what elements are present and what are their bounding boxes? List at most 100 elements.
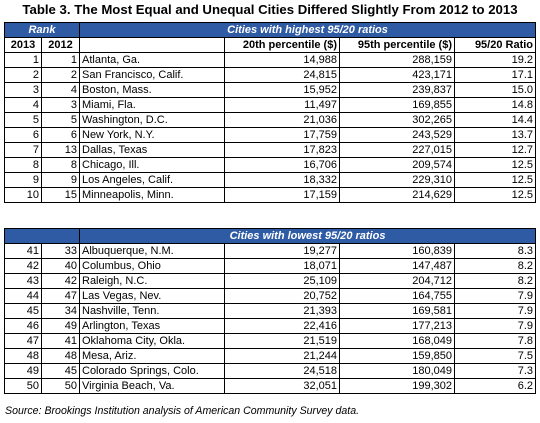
rank-2013: 7	[4, 142, 42, 158]
p20-value: 18,332	[224, 172, 340, 188]
rank-2012: 9	[41, 172, 80, 188]
p20-value: 14,988	[224, 52, 340, 68]
rank-2012: 3	[41, 97, 80, 113]
city-name: Raleigh, N.C.	[79, 273, 225, 289]
table-row: 1 1 Atlanta, Ga. 14,988 288,159 19.2	[4, 52, 537, 68]
rank-2012: 34	[41, 303, 80, 319]
ratio-value: 13.7	[453, 127, 537, 143]
city-name: Dallas, Texas	[79, 142, 225, 158]
ratio-value: 12.5	[453, 157, 537, 173]
p20-value: 25,109	[224, 273, 340, 289]
city-name: Las Vegas, Nev.	[79, 288, 225, 304]
city-name: New York, N.Y.	[79, 127, 225, 143]
p95-value: 209,574	[339, 157, 455, 173]
table-row: 46 49 Arlington, Texas 22,416 177,213 7.9	[4, 318, 537, 334]
lowest-table-body: Cities with lowest 95/20 ratios 41 33 Albu…	[4, 228, 537, 394]
p20-value: 19,277	[224, 243, 340, 259]
ratio-value: 7.9	[453, 288, 537, 304]
p20-value: 21,244	[224, 348, 340, 364]
table-row: 8 8 Chicago, Ill. 16,706 209,574 12.5	[4, 157, 537, 173]
col-header-2013: 2013	[4, 37, 42, 53]
rank-2013: 8	[4, 157, 42, 173]
rank-2012: 42	[41, 273, 80, 289]
rank-2013: 45	[4, 303, 42, 319]
city-name: Boston, Mass.	[79, 82, 225, 98]
p95-value: 169,581	[339, 303, 455, 319]
rank-2012: 13	[41, 142, 80, 158]
rank-2013: 47	[4, 333, 42, 349]
city-name: Minneapolis, Minn.	[79, 187, 225, 203]
table-row: 48 48 Mesa, Ariz. 21,244 159,850 7.5	[4, 348, 537, 364]
p95-value: 169,855	[339, 97, 455, 113]
rank-2013: 49	[4, 363, 42, 379]
city-name: Nashville, Tenn.	[79, 303, 225, 319]
rank-2012: 4	[41, 82, 80, 98]
ratio-value: 19.2	[453, 52, 537, 68]
table-row: 7 13 Dallas, Texas 17,823 227,015 12.7	[4, 142, 537, 158]
ratio-value: 12.5	[453, 187, 537, 203]
rank-2013: 1	[4, 52, 42, 68]
rank-2013: 3	[4, 82, 42, 98]
city-name: Columbus, Ohio	[79, 258, 225, 274]
rank-2012: 41	[41, 333, 80, 349]
city-name: Colorado Springs, Colo.	[79, 363, 225, 379]
city-name: Los Angeles, Calif.	[79, 172, 225, 188]
rank-2013: 5	[4, 112, 42, 128]
ratio-value: 12.7	[453, 142, 537, 158]
p95-value: 214,629	[339, 187, 455, 203]
table-row: 44 47 Las Vegas, Nev. 20,752 164,755 7.9	[4, 288, 537, 304]
rank-2012: 49	[41, 318, 80, 334]
rank-2012: 5	[41, 112, 80, 128]
p95-value: 164,755	[339, 288, 455, 304]
city-name: Washington, D.C.	[79, 112, 225, 128]
p20-value: 17,159	[224, 187, 340, 203]
table-row: 2 2 San Francisco, Calif. 24,815 423,171 17.1	[4, 67, 537, 83]
p95-value: 302,265	[339, 112, 455, 128]
rank-header: Rank	[4, 22, 80, 38]
rank-2013: 48	[4, 348, 42, 364]
ratio-value: 7.3	[453, 363, 537, 379]
rank-2013: 44	[4, 288, 42, 304]
p95-value: 159,850	[339, 348, 455, 364]
rank-2013: 43	[4, 273, 42, 289]
rank-2013: 46	[4, 318, 42, 334]
lowest-band-row: Cities with lowest 95/20 ratios	[4, 228, 537, 244]
p20-value: 16,706	[224, 157, 340, 173]
rank-2013: 10	[4, 187, 42, 203]
section-header-highest: Cities with highest 95/20 ratios	[78, 22, 537, 38]
ratio-value: 14.8	[453, 97, 537, 113]
p20-value: 11,497	[224, 97, 340, 113]
p95-value: 199,302	[339, 378, 455, 394]
p95-value: 204,712	[339, 273, 455, 289]
p20-value: 15,952	[224, 82, 340, 98]
rank-2012: 47	[41, 288, 80, 304]
table-row: 50 50 Virginia Beach, Va. 32,051 199,302 6.2	[4, 378, 537, 394]
ratio-value: 7.5	[453, 348, 537, 364]
ratio-value: 7.9	[453, 318, 537, 334]
table-row: 47 41 Oklahoma City, Okla. 21,519 168,049 7.8	[4, 333, 537, 349]
p95-value: 180,049	[339, 363, 455, 379]
rank-2012: 48	[41, 348, 80, 364]
ratio-value: 6.2	[453, 378, 537, 394]
col-header-2012: 2012	[41, 37, 80, 53]
section-header-lowest: Cities with lowest 95/20 ratios	[78, 228, 537, 244]
table-title: Table 3. The Most Equal and Unequal Citi…	[22, 2, 518, 17]
city-name: San Francisco, Calif.	[79, 67, 225, 83]
city-name: Virginia Beach, Va.	[79, 378, 225, 394]
ratio-value: 7.9	[453, 303, 537, 319]
p95-value: 239,837	[339, 82, 455, 98]
ratio-value: 8.2	[453, 258, 537, 274]
p20-value: 32,051	[224, 378, 340, 394]
p20-value: 18,071	[224, 258, 340, 274]
source-note: Source: Brookings Institution analysis o…	[5, 405, 360, 417]
rank-2013: 42	[4, 258, 42, 274]
table-row: 43 42 Raleigh, N.C. 25,109 204,712 8.2	[4, 273, 537, 289]
p95-value: 177,213	[339, 318, 455, 334]
city-name: Atlanta, Ga.	[79, 52, 225, 68]
city-name: Mesa, Ariz.	[79, 348, 225, 364]
p95-value: 229,310	[339, 172, 455, 188]
ratio-value: 15.0	[453, 82, 537, 98]
table-row: 9 9 Los Angeles, Calif. 18,332 229,310 12.5	[4, 172, 537, 188]
ratio-value: 8.2	[453, 273, 537, 289]
